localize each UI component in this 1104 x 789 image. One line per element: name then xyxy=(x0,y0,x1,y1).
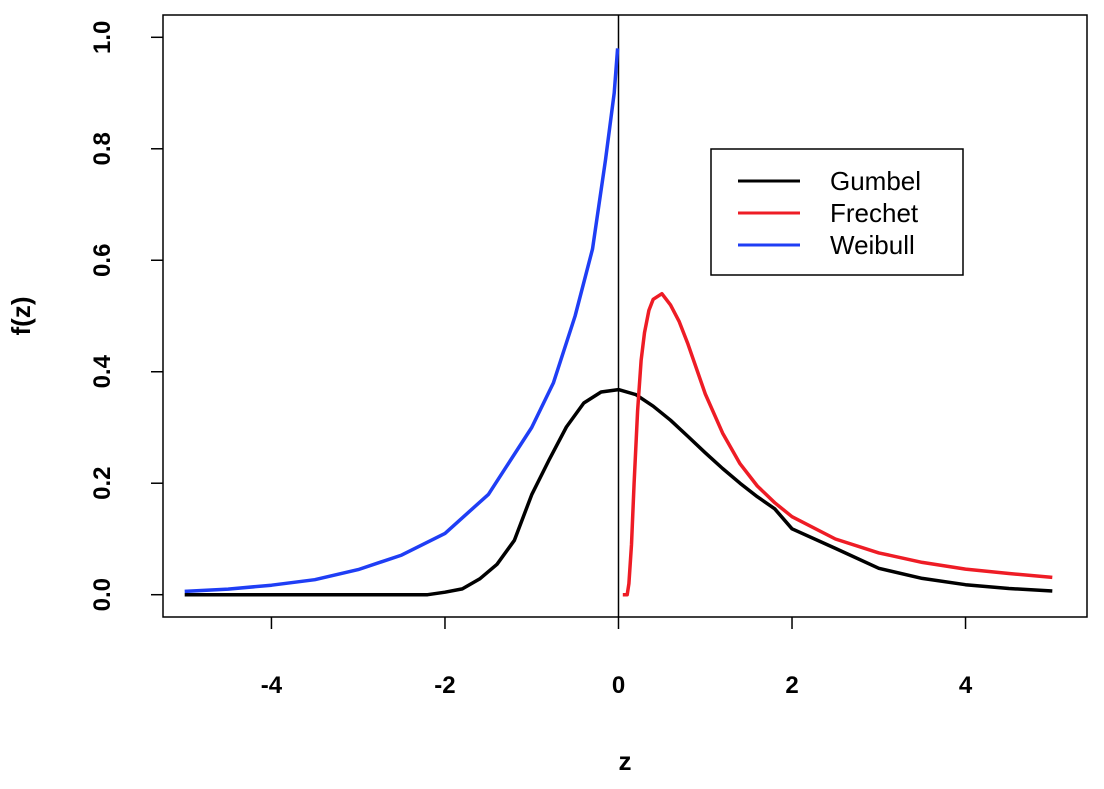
x-tick-label: 2 xyxy=(785,672,798,699)
legend-label-gumbel: Gumbel xyxy=(830,166,921,196)
y-tick-label: 0.0 xyxy=(89,578,116,611)
x-tick-label: -4 xyxy=(261,672,283,699)
y-tick-label: 0.8 xyxy=(89,132,116,165)
y-tick-label: 0.6 xyxy=(89,244,116,277)
series-line-weibull xyxy=(184,48,620,594)
y-axis-title: f(z) xyxy=(6,297,36,336)
series-line-gumbel xyxy=(184,387,1053,597)
x-tick-label: 0 xyxy=(612,672,625,699)
y-tick-label: 0.2 xyxy=(89,467,116,500)
legend: Gumbel Frechet Weibull xyxy=(710,148,964,276)
x-tick-label: 4 xyxy=(959,672,973,699)
series-layer xyxy=(184,48,1053,597)
series-line-frechet xyxy=(622,291,1053,597)
y-tick-label: 0.4 xyxy=(89,354,116,388)
legend-label-frechet: Frechet xyxy=(830,198,919,228)
plot-frame xyxy=(162,14,1088,618)
x-tick-label: -2 xyxy=(434,672,455,699)
legend-label-weibull: Weibull xyxy=(830,230,915,260)
y-tick-label: 1.0 xyxy=(89,21,116,54)
y-axis: 0.0 0.2 0.4 0.6 0.8 1.0 xyxy=(89,21,163,611)
x-axis: -4 -2 0 2 4 xyxy=(261,617,973,699)
x-axis-title: z xyxy=(619,746,632,776)
